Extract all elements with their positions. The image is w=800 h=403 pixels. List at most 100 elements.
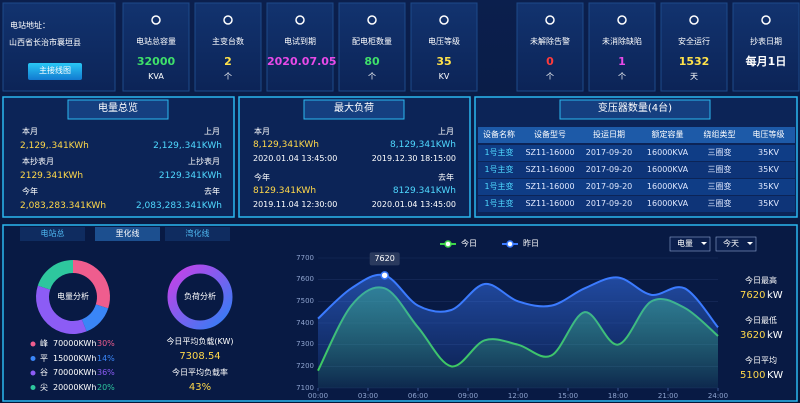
- kpi-unit: 天: [690, 72, 698, 81]
- dropdown: [669, 236, 711, 252]
- panel-title-bg: [559, 99, 711, 120]
- table-cell: SZ11-16000: [525, 148, 575, 157]
- kpi-card: [266, 2, 334, 92]
- kpi-value: 2020.07.05: [267, 55, 337, 68]
- legend-dot: [30, 370, 36, 376]
- kpi-value: 2: [224, 55, 232, 68]
- kpi-icon: [545, 15, 555, 25]
- kpi-unit: 个: [368, 72, 376, 81]
- x-tick-label: 06:00: [407, 392, 429, 400]
- legend-dot: [506, 240, 514, 248]
- table-cell: 2017-09-20: [585, 182, 633, 191]
- y-tick-label: 7400: [296, 318, 314, 327]
- energy-value: 2,129,.341KWh: [20, 141, 89, 151]
- table-header: 投运日期: [593, 130, 625, 139]
- kpi-label: 配电柜数量: [352, 37, 392, 46]
- y-tick-label: 7500: [296, 296, 314, 305]
- area: [318, 274, 718, 388]
- highlight-point: [380, 271, 389, 280]
- legend-name: 平: [40, 353, 48, 363]
- kpi-icon: [689, 15, 699, 25]
- kpi-icon: [617, 15, 627, 25]
- table-header: 电压等级: [752, 130, 785, 139]
- legend-percent: 20%: [97, 382, 115, 392]
- pie-segment: [73, 260, 111, 309]
- legend-name: 谷: [40, 368, 48, 377]
- panel-title: 电量总览: [98, 103, 138, 114]
- kpi-label: 未消除缺陷: [602, 37, 642, 46]
- avg-label: 今日平均负载(KW): [166, 337, 234, 346]
- tooltip: 7620: [374, 254, 395, 264]
- x-tick-label: 15:00: [557, 392, 579, 400]
- dropdown: [715, 236, 757, 252]
- tab[interactable]: 里化线: [115, 229, 140, 238]
- table-cell: 2017-09-20: [585, 165, 633, 174]
- energy-value: 2,083,283.341KWh: [20, 201, 107, 211]
- stat-label: 今日平均: [745, 356, 777, 365]
- dropdown-label[interactable]: 今天: [723, 239, 739, 248]
- stat-value: 3620: [740, 330, 766, 341]
- x-tick-label: 12:00: [507, 392, 529, 400]
- kpi-card: [588, 2, 656, 92]
- ring-title: 负荷分析: [184, 292, 216, 301]
- kpi-unit: KVA: [148, 72, 164, 81]
- kpi-label: 未解除告警: [530, 37, 570, 46]
- kpi-label: 主变台数: [212, 37, 244, 46]
- kpi-label: 抄表日期: [750, 37, 782, 46]
- kpi-unit: KV: [438, 72, 450, 81]
- legend-label: 今日: [461, 239, 477, 248]
- tab-bg: [95, 227, 160, 241]
- kpi-value: 0: [546, 55, 554, 68]
- kpi-icon: [223, 15, 233, 25]
- tab[interactable]: 湾化线: [185, 229, 210, 238]
- panel-title-bg: [303, 99, 405, 120]
- legend-dot: [444, 240, 452, 248]
- table-cell: SZ11-16000: [525, 199, 575, 208]
- energy-label: 本抄表月: [22, 157, 54, 166]
- energy-label: 今年: [22, 187, 38, 196]
- x-tick-label: 03:00: [357, 392, 379, 400]
- energy-label: 上月: [204, 127, 220, 136]
- kpi-value: 80: [364, 55, 380, 68]
- kpi-unit: 个: [224, 72, 232, 81]
- y-tick-label: 7300: [296, 340, 314, 349]
- load-label: 本月: [254, 127, 270, 136]
- tab-bg: [20, 227, 85, 241]
- table-cell: 16000KVA: [646, 165, 689, 174]
- legend-name: 峰: [40, 339, 48, 348]
- legend-amount: 70000KWh: [53, 368, 97, 377]
- table-cell: 1号主变: [484, 165, 514, 174]
- table-cell: 三圈变: [707, 165, 732, 174]
- dropdown-label[interactable]: 电量: [677, 239, 693, 248]
- table-header-bg: [478, 127, 795, 143]
- y-tick-label: 7100: [296, 383, 314, 392]
- button-bg[interactable]: [28, 63, 82, 80]
- address: 山西省长治市襄垣县: [9, 38, 81, 47]
- y-tick-label: 7700: [296, 253, 314, 262]
- tooltip-bg: [369, 252, 400, 266]
- legend-dot: [30, 341, 36, 347]
- kpi-card: [410, 2, 478, 92]
- load-ring: [167, 264, 233, 330]
- dropdown-arrow: [747, 242, 753, 245]
- table-cell: 35KV: [758, 182, 779, 191]
- avg-value: 7308.54: [179, 351, 221, 362]
- dropdown-arrow: [701, 242, 707, 245]
- table-cell: 三圈变: [707, 182, 732, 191]
- rate-label: 今日平均负载率: [172, 368, 228, 377]
- button-label[interactable]: 主接线图: [39, 66, 71, 75]
- kpi-value: 每月1日: [745, 55, 787, 68]
- panel-title-bg: [67, 99, 169, 120]
- kpi-value: 1: [618, 55, 626, 68]
- tab[interactable]: 电站总: [40, 229, 65, 238]
- kpi-card: [122, 2, 190, 92]
- legend-dot: [30, 385, 36, 390]
- pie-segment: [36, 285, 87, 334]
- address-label: 电站地址：: [10, 21, 50, 30]
- table-cell: 16000KVA: [646, 182, 689, 191]
- table-row-bg: [478, 196, 795, 212]
- table-cell: 1号主变: [484, 148, 514, 157]
- kpi-label: 安全运行: [678, 37, 710, 46]
- panel-title: 最大负荷: [334, 103, 374, 114]
